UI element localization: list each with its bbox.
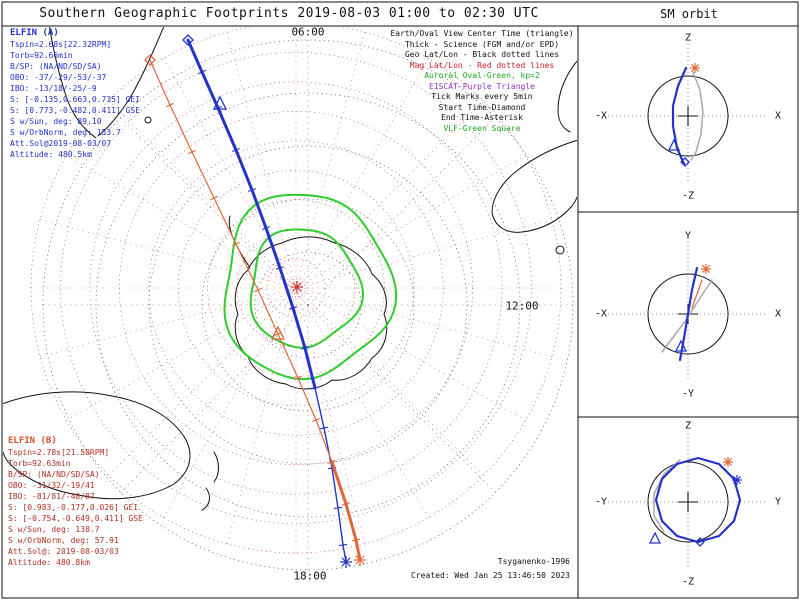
elfin-b-line: Att.Sol@: 2019-08-03/03 [8, 547, 119, 556]
legend-line: Start Time-Diamond [438, 102, 526, 112]
created-stamp: Created: Wed Jan 25 13:46:50 2023 [411, 571, 570, 580]
coast-fragment-ne [557, 60, 577, 133]
elfin-a-line: S: [0.773,-0.482,0.411] GSE [10, 106, 141, 115]
elfin-a-line: OBO: -37/-29/-53/-37 [10, 73, 107, 82]
new-zealand-coast-2 [201, 487, 210, 511]
sm-orbit-title: SM orbit [660, 7, 718, 21]
elfin-b-line: Torb=92.63min [8, 459, 71, 468]
elfin-a-line: Tspin=2.68s[22.32RPM] [10, 40, 112, 49]
elfin-a-line: S w/OrbNorm, deg: 153.7 [10, 128, 121, 137]
antarctica-coast [234, 236, 388, 390]
africa-coast [491, 139, 577, 233]
clock-label-06: 06:00 [291, 25, 325, 39]
legend-line: VLF-Green Square [443, 123, 521, 133]
elfin-a-line: S: [-0.135,0.663,0.735] GEI [10, 95, 141, 104]
lat-lon-grid [30, 27, 574, 571]
p3-axis-up: Z [684, 420, 692, 432]
legend-line: Tick Marks every 5min [431, 92, 533, 101]
elfin-b-line: Tspin=2.78s[21.50RPM] [8, 448, 110, 457]
elfin-b-line: Altitude: 480.8km [8, 558, 90, 567]
new-zealand-coast [213, 451, 219, 483]
elfin-b-line: S w/Sun, deg: 138.7 [8, 525, 100, 534]
p2-axis-right: X [774, 308, 782, 320]
clock-label-12: 12:00 [505, 299, 539, 313]
p1-axis-down: -Z [681, 190, 695, 202]
elfin-b-line: IBO: -81/81/-48/87 [8, 492, 95, 501]
elfin-b-line: S w/OrbNorm, deg: 57.91 [8, 536, 119, 545]
page-title: Southern Geographic Footprints 2019-08-0… [39, 6, 539, 21]
island [144, 116, 152, 124]
p1-axis-left: -X [594, 110, 608, 122]
p1-axis-up: Z [684, 32, 692, 44]
auroral-ovals [223, 193, 398, 381]
legend-line: Geo Lat/Lon - Black dotted lines [404, 50, 560, 59]
satellite-tracks [144, 34, 366, 568]
elfin-b-line: OBO: -31/32/-19/41 [8, 481, 95, 490]
elfin-b-line: S: [0.983,-0.177,0.026] GEI [8, 503, 139, 512]
elfin-a-info: ELFIN (A) Tspin=2.68s[22.32RPM] Torb=92.… [10, 28, 140, 160]
sm-orbit-panels [608, 44, 768, 570]
elfin-b-info: ELFIN (B) Tspin=2.78s[21.50RPM] Torb=92.… [8, 436, 143, 568]
p2-axis-up: Y [684, 230, 692, 242]
plot-legend: Earth/Oval View Center Time (triangle) T… [388, 29, 576, 134]
elfin-a-line: Att.Sol@2019-08-03/07 [10, 139, 112, 148]
elfin-a-line: IBO: -13/18/-25/-9 [10, 84, 97, 93]
p2-axis-left: -X [594, 308, 608, 320]
model-credit: Tsyganenko-1996 [497, 557, 570, 566]
legend-line: EISCAT-Purple Triangle [429, 81, 535, 91]
elfin-b-header: ELFIN (B) [8, 436, 57, 446]
south-america-coast-2 [49, 27, 97, 139]
elfin-b-line: B/SP: (NA/ND/SD/SA) [8, 470, 100, 479]
legend-line: End Time-Asterisk [441, 113, 523, 122]
p3-axis-right: Y [774, 496, 782, 508]
clock-label-18: 18:00 [293, 569, 327, 583]
elfin-a-line: B/SP: (NA/ND/SD/SA) [10, 62, 102, 71]
legend-line: Earth/Oval View Center Time (triangle) [390, 29, 574, 38]
elfin-b-line: S: [-0.754,-0.649,0.411] GSE [8, 514, 143, 523]
p3-axis-down: -Z [681, 576, 695, 588]
p3-axis-left: -Y [594, 496, 608, 508]
australia-coast [3, 391, 191, 500]
south-america-coast [97, 27, 165, 137]
elfin-a-header: ELFIN (A) [10, 28, 59, 38]
elfin-a-line: Altitude: 480.5km [10, 150, 92, 159]
legend-line: Thick - Science (FGM and/or EPD) [404, 39, 560, 49]
legend-line: Auroral Oval-Green, kp=2 [424, 71, 540, 80]
p2-axis-down: -Y [681, 388, 695, 400]
legend-line: Mag Lat/Lon - Red dotted lines [409, 60, 555, 70]
p1-axis-right: X [774, 110, 782, 122]
island-2 [555, 245, 565, 255]
elfin-a-line: Torb=92.66min [10, 51, 73, 60]
elfin-a-line: S w/Sun, deg: 89.10 [10, 117, 102, 126]
